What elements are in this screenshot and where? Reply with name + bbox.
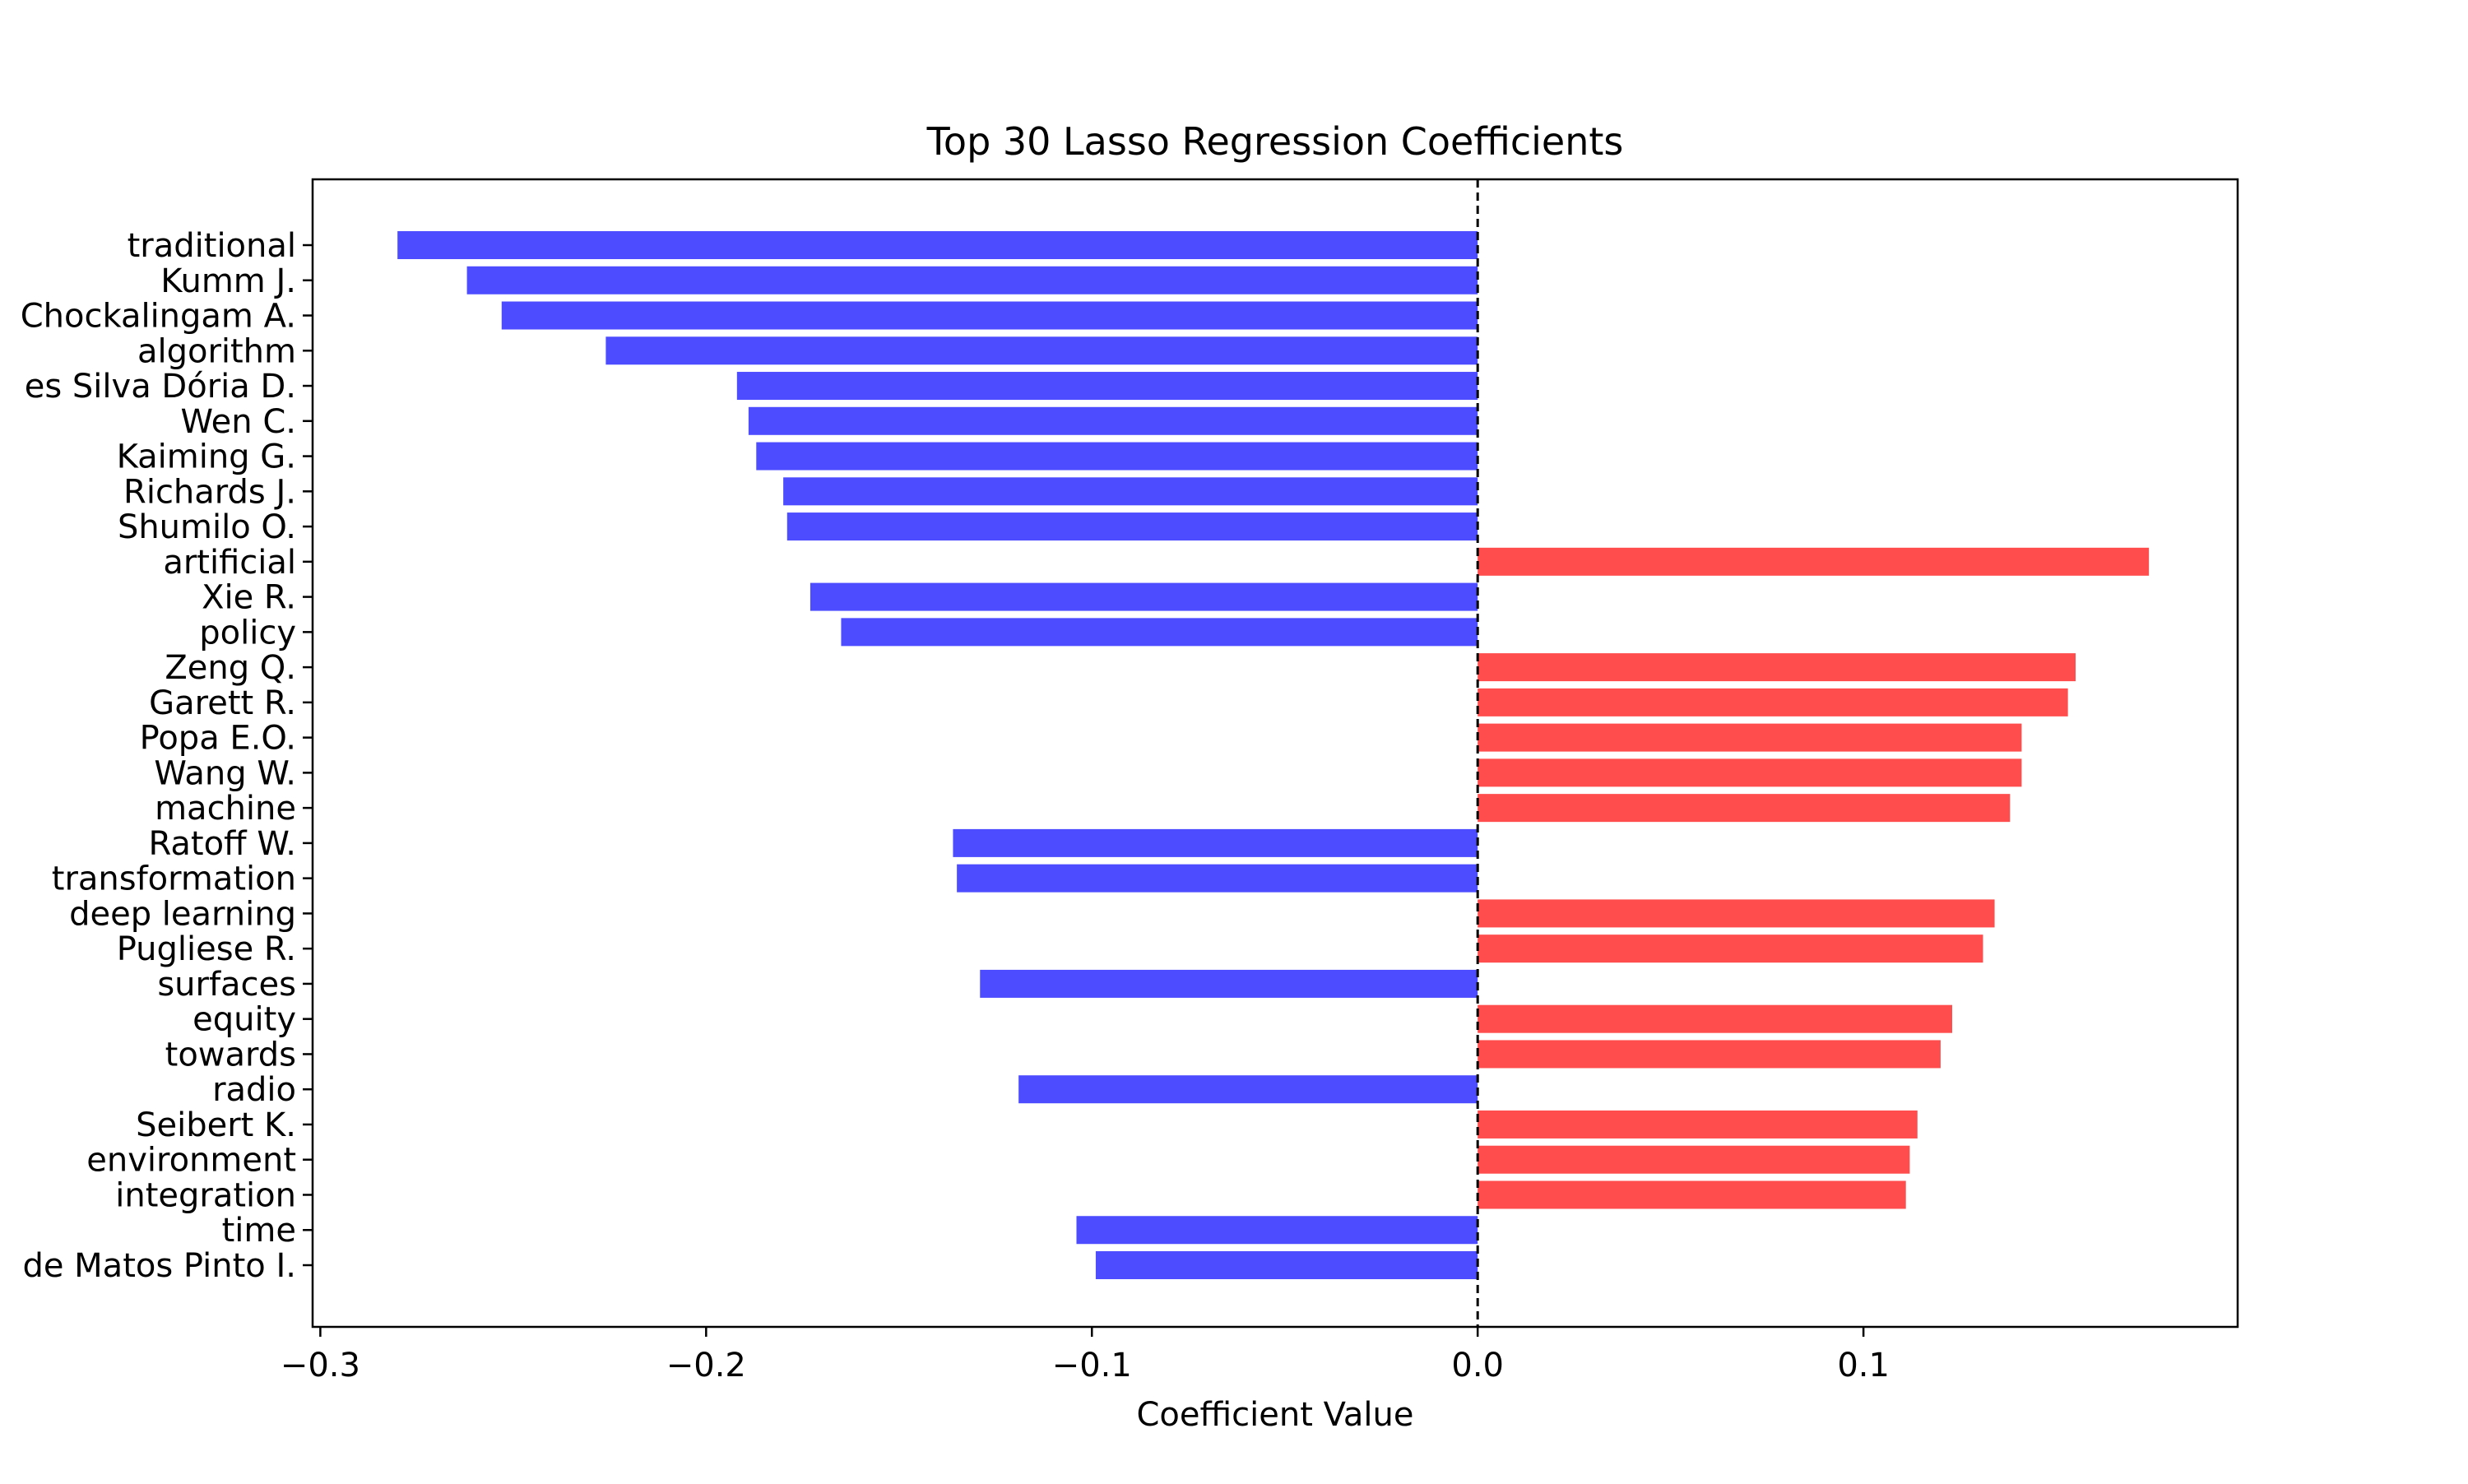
chart-title: Top 30 Lasso Regression Coefficients [926, 119, 1624, 164]
bar [748, 406, 1478, 435]
x-tick-label: 0.1 [1837, 1347, 1890, 1384]
y-tick-label: environment [86, 1142, 296, 1180]
x-tick-label: −0.1 [1052, 1347, 1132, 1384]
y-tick-label: Wang W. [154, 754, 296, 792]
bar [786, 512, 1478, 541]
y-tick-label: traditional [128, 227, 296, 265]
y-tick-label: radio [212, 1071, 296, 1109]
y-tick-label: surfaces [157, 966, 296, 1004]
bar [1478, 934, 1983, 963]
bar [980, 969, 1478, 998]
y-tick-label: Shumilo O. [118, 508, 296, 546]
bar [1478, 1145, 1910, 1174]
bar [1478, 758, 2022, 787]
bar [756, 442, 1478, 471]
y-tick-label: transformation [52, 860, 296, 898]
y-tick-label: Kaiming G. [117, 438, 296, 476]
y-tick-label: es Silva Dória D. [25, 368, 296, 406]
bar [810, 582, 1478, 611]
bar [1076, 1216, 1478, 1245]
y-tick-label: equity [193, 1001, 296, 1039]
y-tick-label: integration [115, 1176, 296, 1214]
y-tick-label: deep learning [69, 895, 296, 933]
bar [605, 336, 1478, 365]
x-tick-label: 0.0 [1451, 1347, 1504, 1384]
y-tick-label: Seibert K. [136, 1106, 296, 1144]
bar [736, 372, 1478, 401]
bar [953, 828, 1478, 857]
plot-frame [311, 178, 2239, 1329]
bar [1478, 1110, 1918, 1139]
bar [1478, 653, 2076, 682]
y-tick-label: towards [165, 1036, 296, 1074]
bar [1478, 899, 1995, 928]
bar [1018, 1075, 1478, 1104]
bar [1478, 723, 2022, 752]
y-tick-label: Xie R. [202, 579, 296, 617]
bar [957, 864, 1478, 893]
bar [1478, 1040, 1941, 1069]
y-tick-label: Zeng Q. [165, 649, 296, 687]
y-tick-label: policy [199, 614, 296, 652]
bar [1478, 547, 2150, 576]
bar [397, 231, 1478, 259]
y-tick-label: Pugliese R. [117, 930, 296, 968]
bar [466, 266, 1478, 294]
y-tick-label: time [222, 1212, 296, 1250]
bars-layer [397, 231, 2150, 1279]
x-tick-label: −0.3 [281, 1347, 360, 1384]
bar [841, 618, 1478, 647]
y-tick-label: algorithm [137, 332, 296, 370]
bar [1478, 1004, 1952, 1033]
y-tick-label: de Matos Pinto I. [22, 1247, 296, 1285]
bar [783, 477, 1478, 506]
y-tick-label: Richards J. [123, 473, 296, 511]
y-tick-label: artificial [163, 544, 296, 582]
y-tick-label: Ratoff W. [148, 825, 296, 863]
y-tick-label: Kumm J. [160, 262, 296, 300]
x-axis-label: Coefficient Value [1137, 1396, 1414, 1434]
y-tick-label: Chockalingam A. [21, 298, 296, 336]
y-tick-label: Popa E.O. [140, 720, 296, 758]
bar [1478, 794, 2011, 823]
y-tick-label: Wen C. [180, 403, 296, 441]
y-tick-label: machine [155, 790, 296, 828]
bar [1478, 1180, 1906, 1209]
x-tick-label: −0.2 [666, 1347, 746, 1384]
bar [501, 301, 1478, 330]
bar [1478, 688, 2068, 716]
x-axis: −0.3 −0.2 −0.1 0.0 0.1 [281, 1327, 1890, 1384]
y-tick-label: Garett R. [149, 684, 296, 722]
bar [1095, 1251, 1478, 1279]
